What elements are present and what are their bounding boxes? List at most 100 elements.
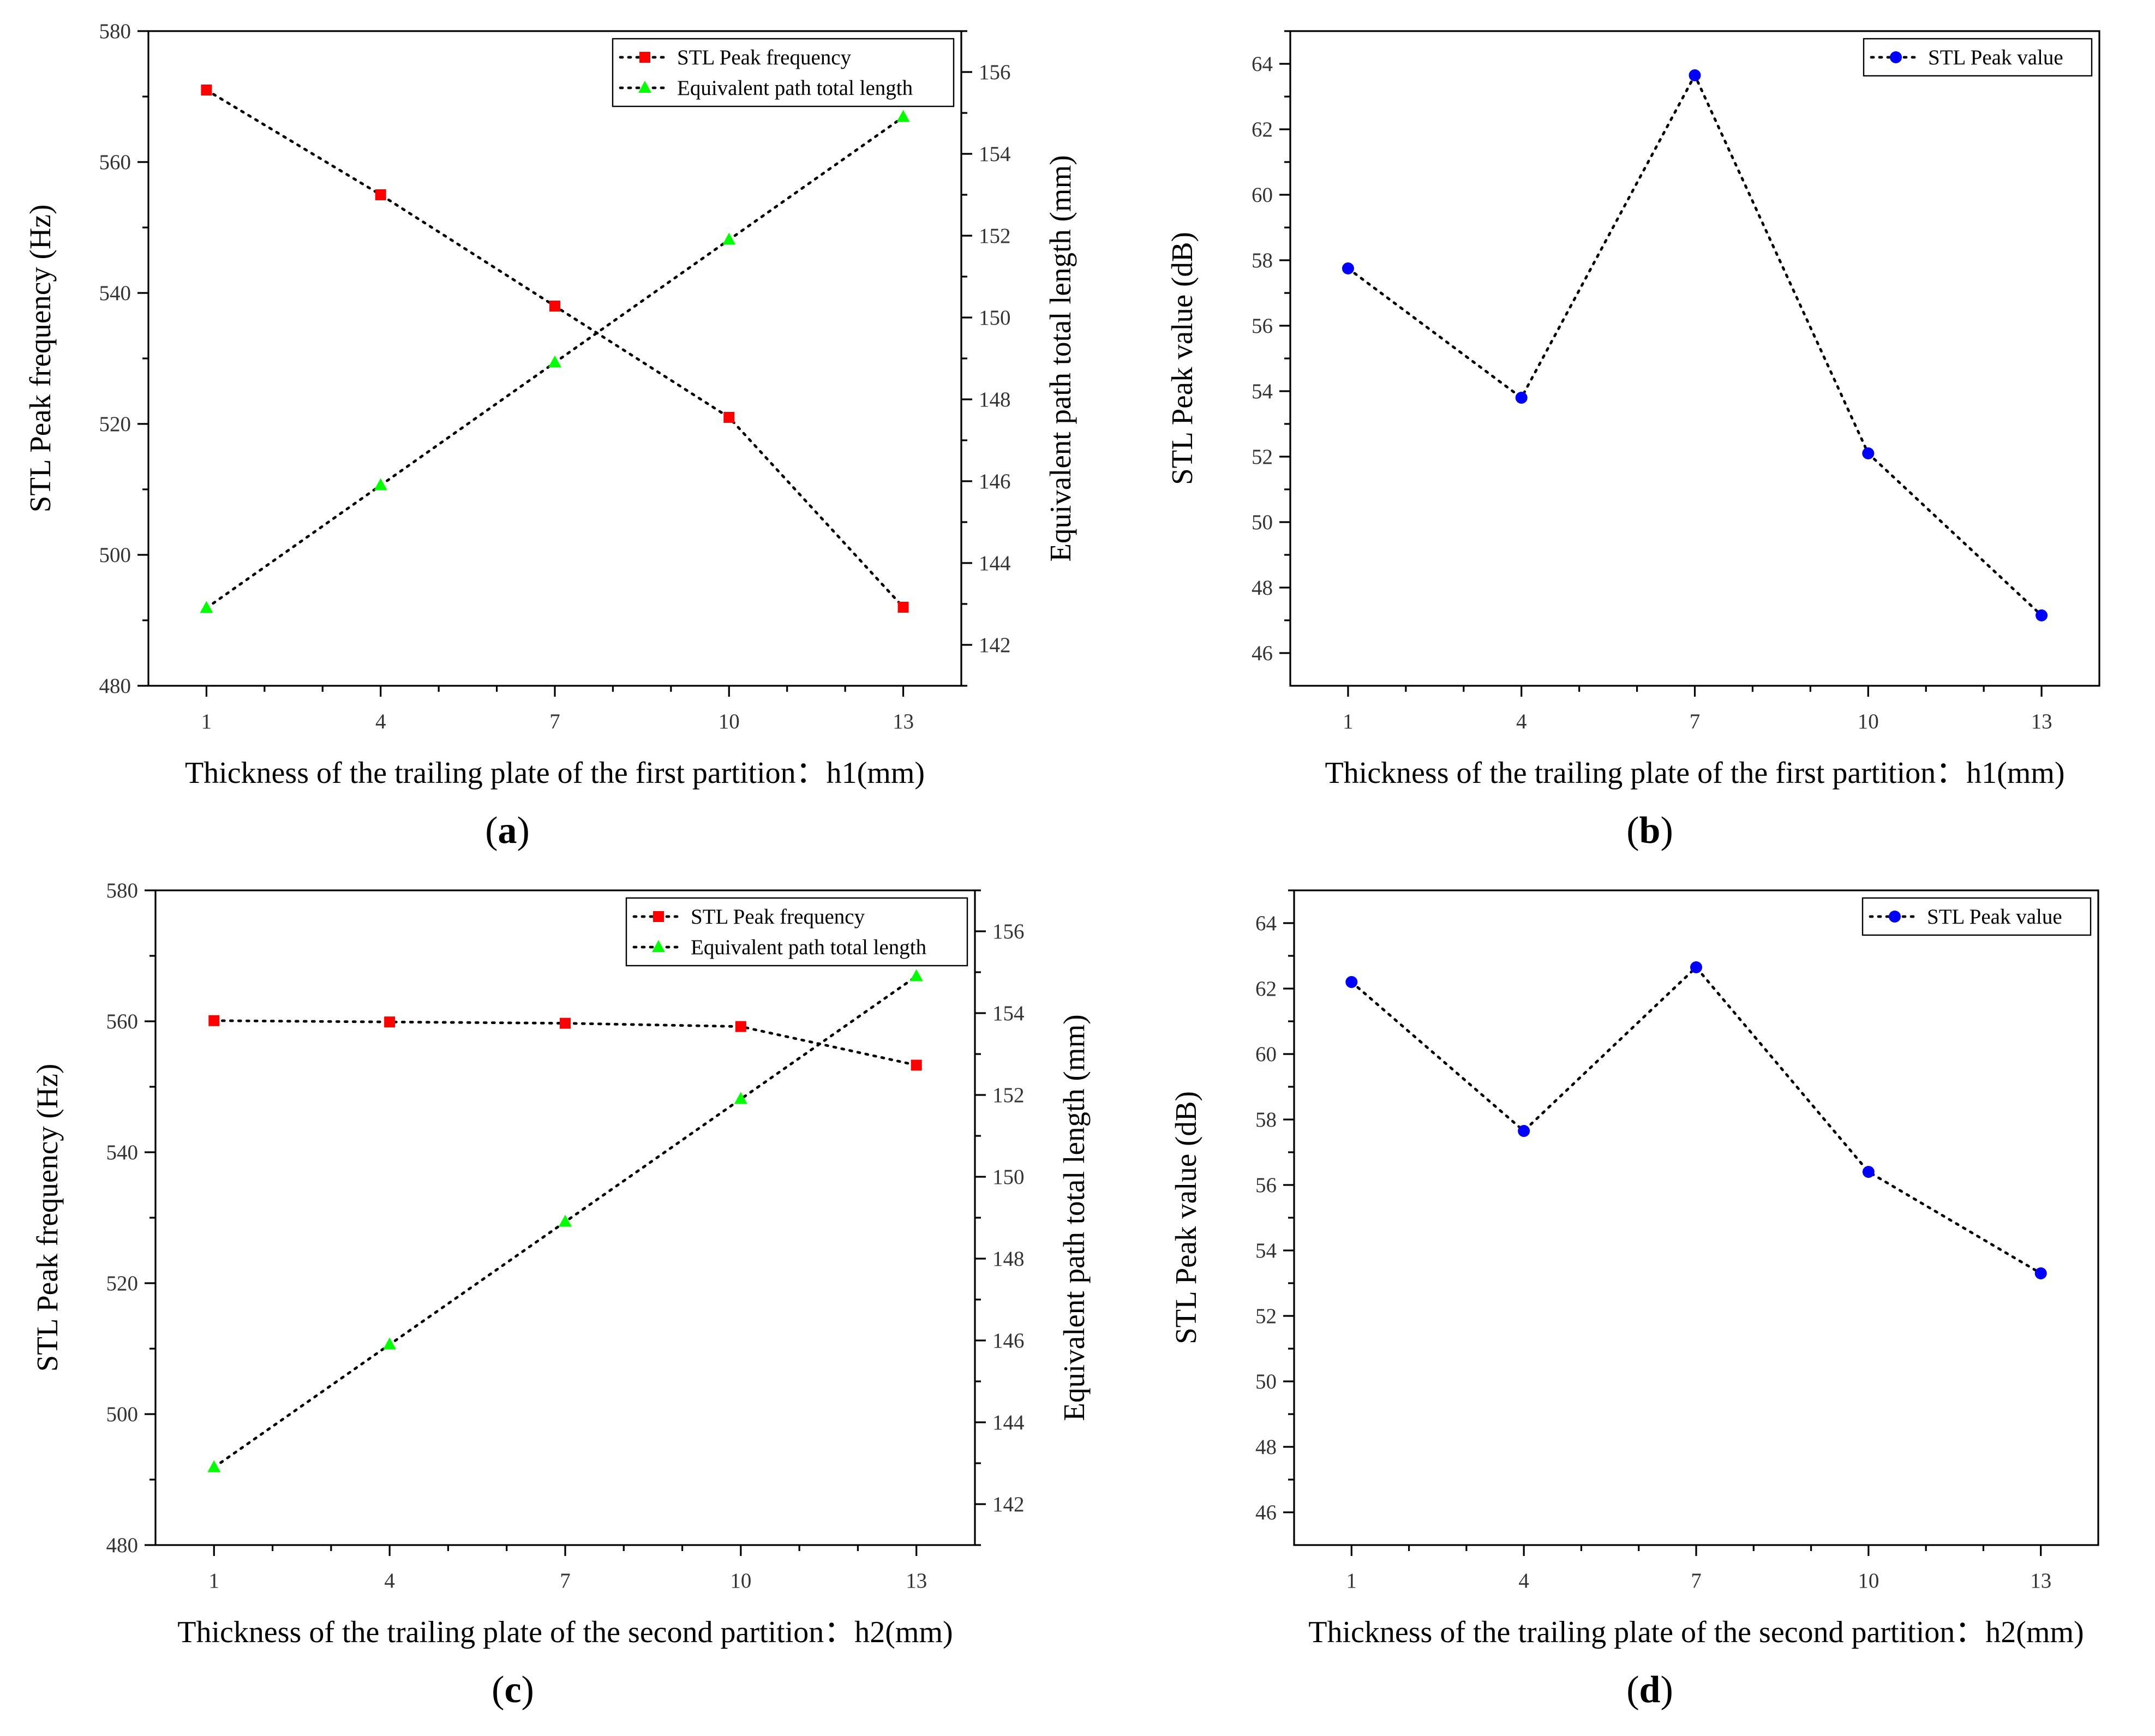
y2-tick-label: 148 (992, 1247, 1025, 1271)
data-point (722, 232, 736, 245)
data-point (909, 969, 923, 981)
x-tick-label: 4 (375, 710, 386, 733)
series-line-0 (205, 88, 905, 609)
x-tick-label: 7 (560, 1569, 571, 1593)
y-axis-title: STL Peak frequency (Hz) (23, 205, 57, 513)
legend-marker (638, 81, 651, 93)
y-tick-label: 540 (99, 282, 131, 305)
legend: STL Peak frequency Equivalent path total … (612, 38, 955, 107)
y-tick-label: 46 (1252, 642, 1273, 665)
data-point (201, 85, 212, 95)
y-tick-label: 480 (99, 674, 131, 698)
y2-tick-label: 152 (992, 1083, 1025, 1107)
y-tick-label: 64 (1252, 52, 1273, 76)
chart-panel-d: 1 4 7 10 13 46 48 50 52 54 56 58 60 62 64 STL Peak valu… (1169, 889, 2099, 1711)
legend: STL Peak value (1863, 38, 2093, 77)
x-tick-label: 7 (1690, 710, 1701, 733)
data-point (384, 1016, 396, 1028)
y-tick-label: 48 (1252, 576, 1273, 600)
y-tick-label: 56 (1252, 314, 1273, 338)
legend-label: Equivalent path total length (691, 936, 926, 959)
legend-marker (653, 911, 664, 922)
y-tick-label: 50 (1255, 1370, 1277, 1393)
legend-label: STL Peak value (1928, 46, 2063, 69)
y2-tick-label: 156 (992, 920, 1025, 943)
legend: STL Peak value (1861, 897, 2092, 936)
data-point (208, 1015, 220, 1026)
chart-panel-c: 1 4 7 10 13 480 500 520 540 560 580 142 144 146 148 150… (31, 879, 1091, 1711)
x-tick-label: 4 (1518, 1569, 1529, 1593)
y2-tick-label: 142 (979, 633, 1011, 657)
x-axis-title: Thickness of the trailing plate of the f… (1325, 756, 2064, 790)
y-tick-label: 56 (1255, 1174, 1277, 1197)
y2-tick-label: 154 (979, 142, 1011, 166)
legend-marker (639, 52, 650, 63)
y-tick-label: 580 (99, 20, 131, 43)
y-tick-label: 580 (106, 879, 139, 902)
x-tick-label: 1 (1343, 710, 1354, 733)
y-tick-label: 58 (1252, 249, 1273, 272)
x-tick-label: 10 (1858, 1569, 1879, 1593)
legend-label: STL Peak frequency (677, 46, 852, 69)
x-tick-label: 13 (2031, 710, 2052, 733)
data-point (559, 1214, 572, 1227)
y2-tick-label: 144 (979, 552, 1011, 575)
y-tick-label: 46 (1255, 1501, 1277, 1524)
legend-box (625, 897, 968, 967)
y-tick-label: 480 (106, 1534, 139, 1557)
y2-tick-label: 156 (979, 61, 1011, 84)
data-point (735, 1021, 746, 1032)
y-axis-title: STL Peak value (dB) (1165, 232, 1199, 485)
legend: STL Peak frequency Equivalent path total … (625, 897, 968, 967)
y-tick-label: 60 (1255, 1043, 1277, 1066)
series-line-0 (1346, 72, 2043, 617)
y-tick-label: 52 (1255, 1304, 1277, 1328)
x-tick-label: 1 (201, 710, 212, 733)
legend-marker (1889, 911, 1901, 923)
y2-tick-label: 142 (992, 1493, 1025, 1516)
data-point (1690, 961, 1702, 973)
x-tick-label: 4 (384, 1569, 395, 1593)
legend-label: Equivalent path total length (677, 76, 913, 100)
y2-tick-label: 150 (979, 306, 1011, 330)
data-point (2034, 1267, 2047, 1279)
data-point (200, 601, 213, 613)
x-tick-label: 7 (549, 710, 560, 733)
x-tick-label: 1 (209, 1569, 220, 1593)
y-tick-label: 62 (1255, 977, 1277, 1001)
panel-caption: (b) (1626, 810, 1673, 852)
x-tick-label: 13 (893, 710, 914, 733)
y-tick-label: 540 (106, 1141, 139, 1164)
panel-caption: (a) (485, 810, 530, 852)
x-axis-title: Thickness of the trailing plate of the s… (177, 1615, 953, 1649)
y-tick-label: 62 (1252, 118, 1273, 141)
y-tick-label: 64 (1255, 912, 1277, 935)
chart-panel-b: 1 4 7 10 13 46 48 50 52 54 56 58 60 62 64 STL Peak valu… (1165, 30, 2100, 852)
y-tick-label: 560 (106, 1010, 139, 1033)
y-axis-title: STL Peak value (dB) (1169, 1091, 1202, 1344)
chart-panel-a: 1 4 7 10 13 480 500 520 540 560 580 142 144 146 148 150… (23, 20, 1077, 852)
y-tick-label: 60 (1252, 183, 1273, 207)
y-tick-label: 500 (106, 1403, 139, 1426)
y-tick-label: 560 (99, 151, 131, 174)
data-point (549, 301, 560, 312)
x-tick-label: 13 (2030, 1569, 2051, 1593)
x-tick-label: 13 (906, 1569, 927, 1593)
data-point (207, 1460, 221, 1472)
legend-label: STL Peak frequency (691, 905, 865, 929)
data-point (1518, 1125, 1530, 1137)
y-tick-label: 520 (106, 1272, 139, 1295)
legend-marker (1890, 51, 1902, 63)
data-point (723, 412, 735, 423)
panel-caption: (c) (492, 1669, 534, 1711)
y2-tick-label: 146 (979, 470, 1011, 493)
x-axis-title: Thickness of the trailing plate of the f… (185, 756, 925, 790)
x-axis-title: Thickness of the trailing plate of the s… (1308, 1615, 2084, 1649)
data-point (548, 355, 561, 368)
panel-caption: (d) (1626, 1669, 1673, 1711)
y2-tick-label: 144 (992, 1411, 1025, 1434)
data-point (1862, 447, 1875, 459)
y-tick-label: 54 (1252, 380, 1273, 403)
legend-box (612, 38, 955, 107)
